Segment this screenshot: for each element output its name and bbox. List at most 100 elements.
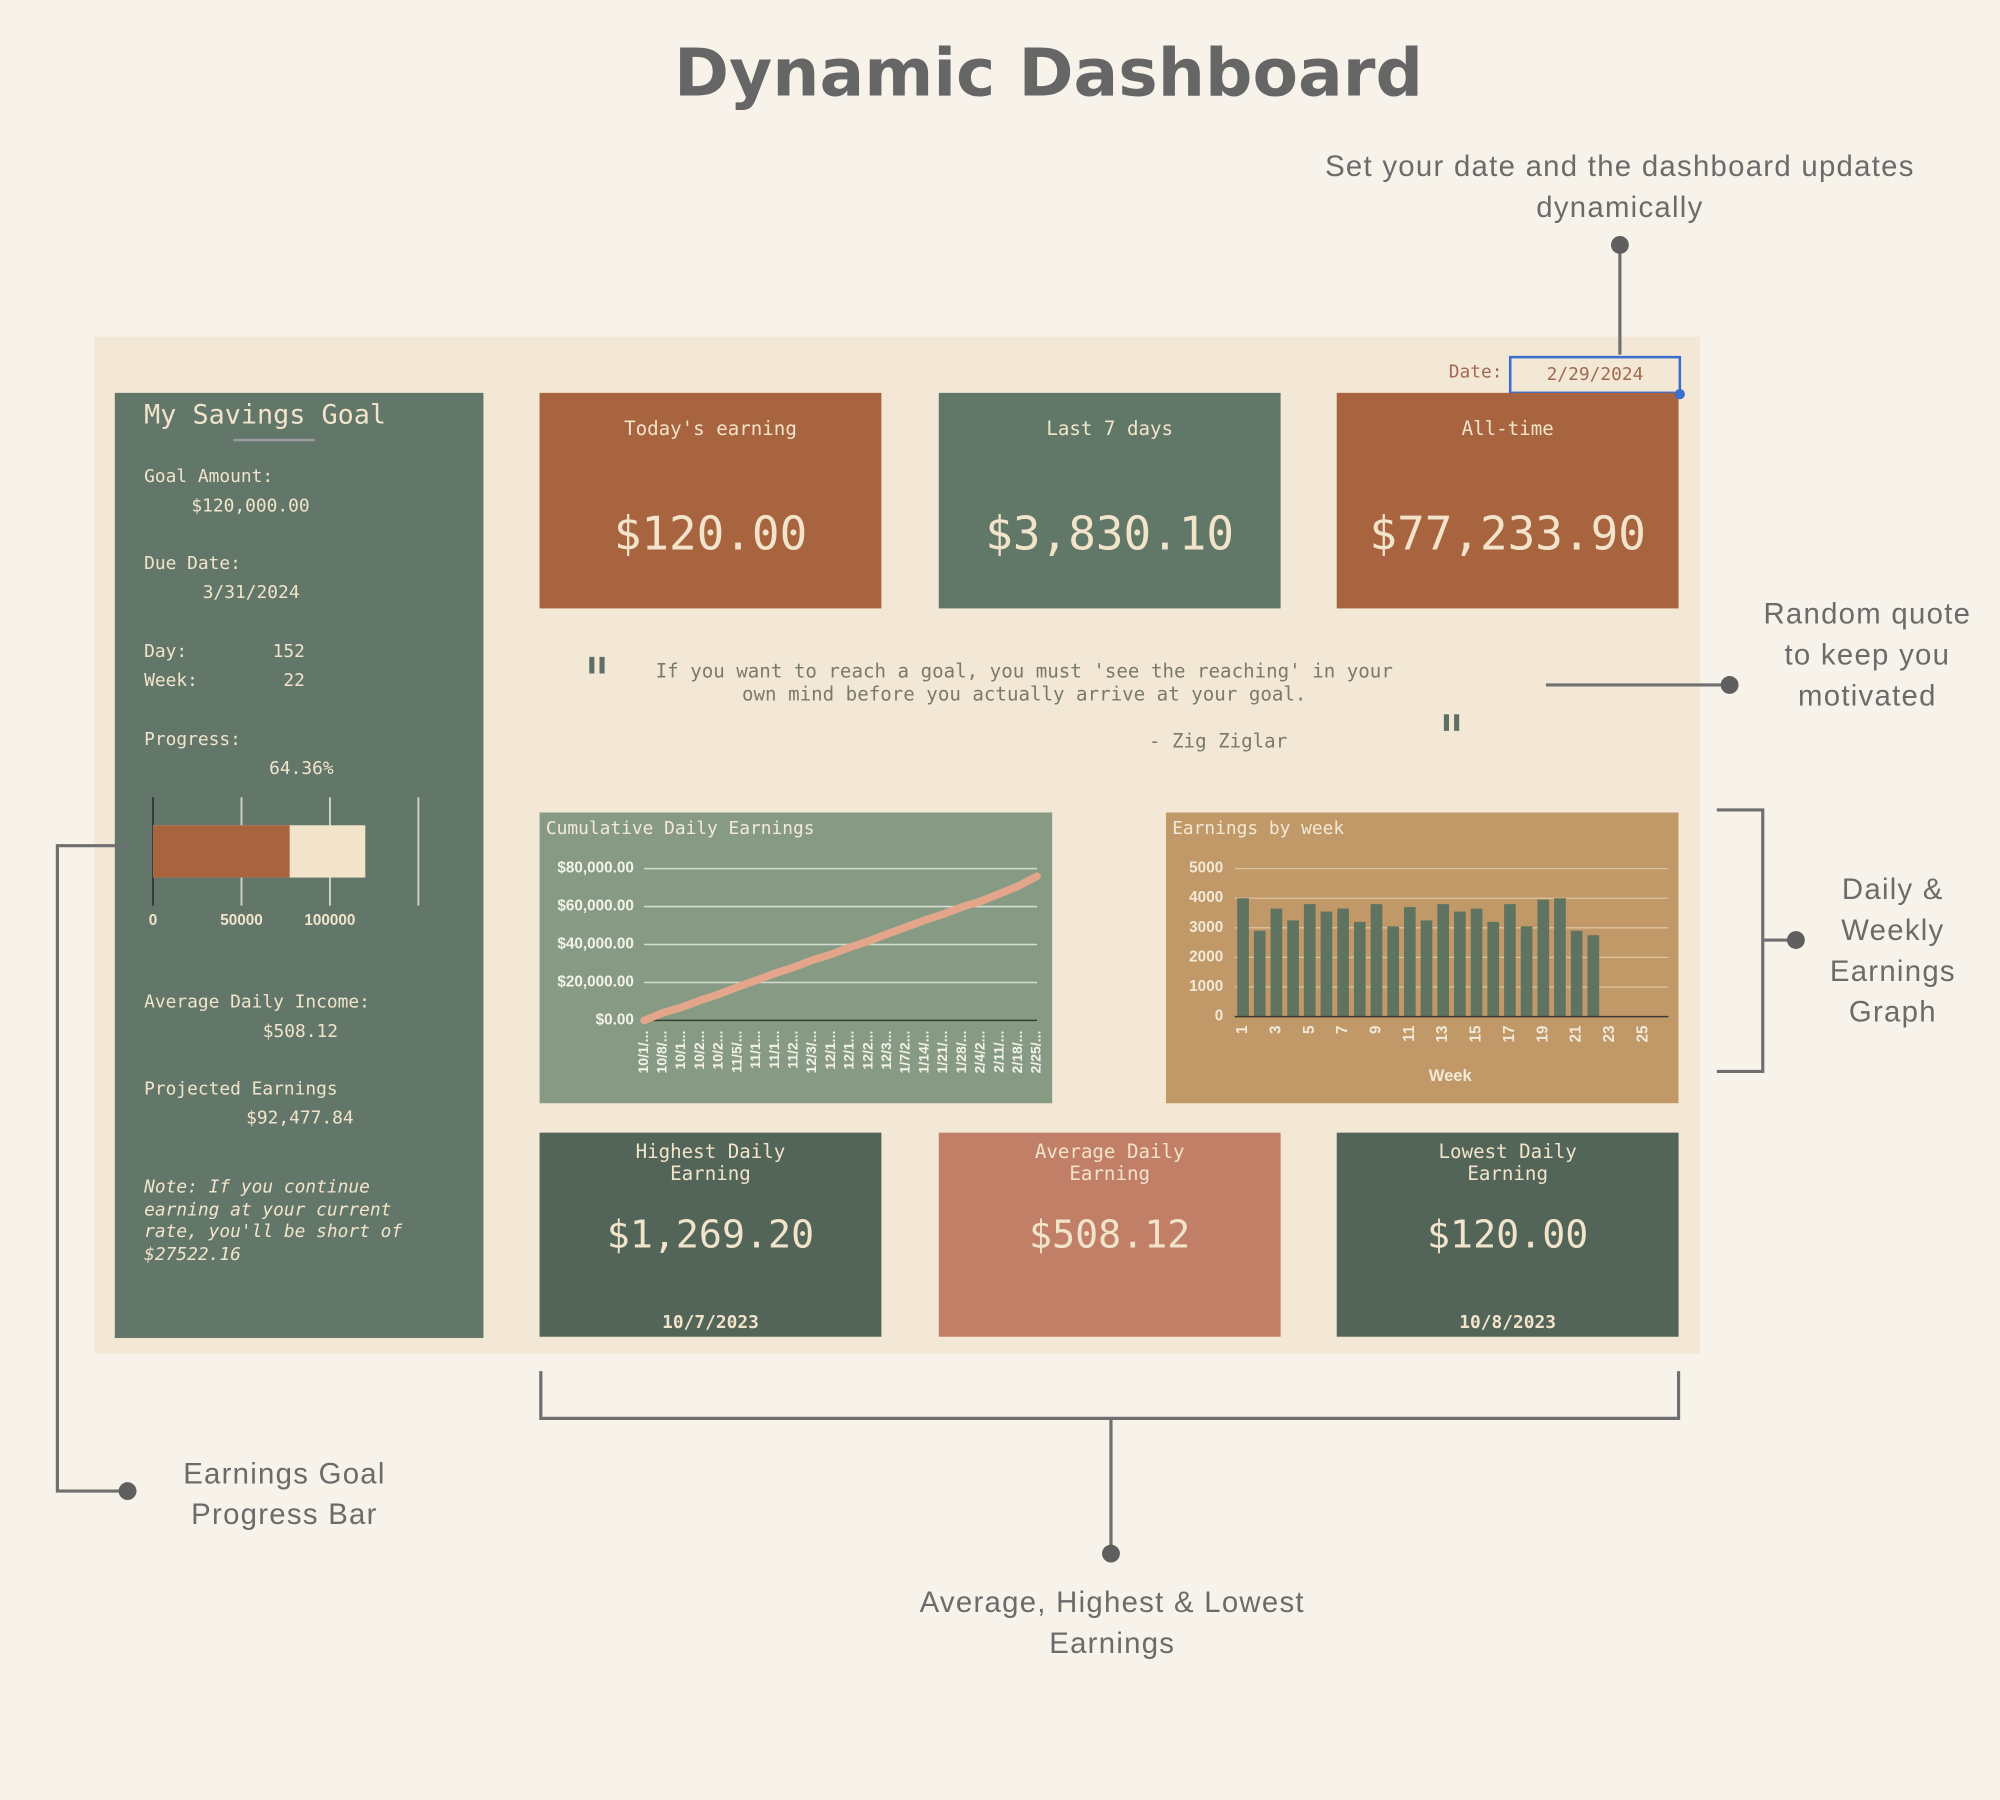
- card-label: Today's earning: [624, 417, 797, 441]
- bar: [1470, 908, 1483, 1017]
- avg-value: $508.12: [262, 1021, 339, 1043]
- sidebar-title: My Savings Goal: [144, 399, 387, 430]
- card: Today's earning $120.00: [539, 392, 882, 609]
- stat-value: $508.12: [1029, 1213, 1191, 1258]
- callout-bracket: [1716, 808, 1765, 1074]
- line: [640, 872, 1041, 1025]
- card-label: Last 7 days: [1046, 417, 1174, 441]
- callout-dot: [1610, 235, 1629, 254]
- day-label: Day:: [144, 641, 188, 662]
- callout-dot: [1102, 1544, 1120, 1563]
- x-tick-label: 1/28/...: [953, 1031, 969, 1074]
- y-tick-label: 3000: [1189, 919, 1223, 936]
- chart-bg: [539, 812, 1053, 1104]
- bar: [1554, 898, 1566, 1017]
- callout-dot: [118, 1482, 137, 1500]
- progress-chart: 0 50000 100000: [149, 797, 420, 929]
- progress-note: Earnings Goal Progress Bar: [183, 1456, 386, 1531]
- quote-mark: [589, 656, 595, 674]
- bar: [1303, 904, 1316, 1017]
- stat-label: Average Daily Earning: [1034, 1140, 1185, 1185]
- bar: [1320, 911, 1333, 1017]
- graph-note: Daily & Weekly Earnings Graph: [1829, 872, 1956, 1029]
- quote-note: Random quote to keep you motivated: [1763, 596, 1972, 712]
- x-tick-label: 9: [1368, 1026, 1385, 1035]
- bar: [1537, 899, 1550, 1017]
- bar: [1454, 911, 1466, 1017]
- y-tick-label: $40,000.00: [557, 936, 634, 953]
- stat-label: Highest Daily Earning: [635, 1140, 786, 1185]
- bar: [1570, 930, 1583, 1017]
- y-tick-label: $0.00: [596, 1011, 634, 1028]
- x-tick-label: 10/1/...: [635, 1031, 651, 1074]
- y-tick-label: $60,000.00: [557, 898, 634, 915]
- card-label: All-time: [1461, 417, 1554, 441]
- x-tick-label: 11/5/...: [728, 1031, 744, 1073]
- goal-label: Goal Amount:: [144, 466, 274, 488]
- y-tick-label: 1000: [1189, 978, 1223, 995]
- stat-date: 10/8/2023: [1459, 1312, 1557, 1333]
- stat-card: Lowest Daily Earning $120.00 10/8/2023: [1336, 1132, 1679, 1337]
- stat-value: $120.00: [1427, 1213, 1589, 1258]
- sidebar-note: Note: If you continue earning at your cu…: [144, 1177, 403, 1265]
- x-tick-label: 2/18/...: [1009, 1031, 1025, 1074]
- x-tick-label: 2/4/2...: [972, 1031, 988, 1074]
- x-axis-label: Week: [1429, 1066, 1473, 1085]
- date-input[interactable]: 2/29/2024: [1508, 355, 1682, 395]
- x-tick-label: 11/2...: [784, 1031, 800, 1069]
- bar: [1370, 904, 1383, 1017]
- x-tick-label: 2/25/...: [1028, 1031, 1044, 1074]
- bar: [1587, 935, 1600, 1017]
- bar: [1487, 921, 1500, 1017]
- chart-title: Earnings by week: [1172, 818, 1344, 839]
- stat-value: $1,269.20: [606, 1213, 815, 1258]
- x-tick-label: 7: [1334, 1026, 1351, 1035]
- x-tick-label: 23: [1601, 1026, 1618, 1043]
- callout-dot: [1720, 676, 1739, 694]
- avg-label: Average Daily Income:: [144, 992, 370, 1013]
- x-tick-label: 5: [1301, 1025, 1318, 1034]
- proj-label: Projected Earnings: [144, 1079, 338, 1100]
- bar: [1420, 920, 1433, 1017]
- bar: [1270, 908, 1283, 1017]
- title-underline: [233, 438, 316, 442]
- card-value: $3,830.10: [985, 508, 1235, 562]
- y-tick-label: $80,000.00: [557, 860, 634, 877]
- quote-mark: [599, 656, 605, 674]
- stat-date: 10/7/2023: [662, 1312, 759, 1333]
- x-tick-label: 12/3/...: [803, 1031, 819, 1074]
- x-tick-label: 17: [1501, 1026, 1518, 1043]
- bar: [1403, 907, 1416, 1017]
- x-tick-label: 11: [1401, 1025, 1418, 1042]
- card: Last 7 days $3,830.10: [938, 392, 1281, 609]
- bar: [1253, 930, 1266, 1017]
- date-note: Set your date and the dashboard updates …: [1325, 149, 1915, 224]
- quote-text: If you want to reach a goal, you must 's…: [655, 659, 1393, 706]
- x-tick-label: 12/1...: [822, 1031, 838, 1070]
- bar: [1353, 921, 1366, 1017]
- bar: [1237, 898, 1249, 1017]
- quote-mark: [1454, 714, 1460, 731]
- bar: [1520, 926, 1533, 1017]
- x-tick-label: 25: [1634, 1025, 1651, 1043]
- x-tick-label: 0: [149, 912, 158, 929]
- quote-author: - Zig Ziglar: [1148, 729, 1288, 753]
- chart-title: Cumulative Daily Earnings: [546, 818, 815, 839]
- card-value: $120.00: [613, 508, 808, 562]
- x-tick-label: 1/21/...: [934, 1031, 950, 1074]
- week-value: 22: [283, 670, 305, 692]
- x-tick-label: 12/2...: [859, 1031, 875, 1070]
- week-label: Week:: [144, 670, 198, 692]
- x-tick-label: 10/8/...: [654, 1031, 670, 1074]
- x-tick-label: 10/2...: [691, 1031, 707, 1070]
- x-tick-label: 11/1...: [766, 1031, 782, 1069]
- bar: [1287, 920, 1299, 1017]
- quote-mark: [1443, 714, 1449, 731]
- x-tick-label: 3: [1267, 1026, 1284, 1035]
- card: All-time $77,233.90: [1336, 392, 1679, 609]
- x-tick-label: 1/14/...: [915, 1031, 931, 1074]
- stat-card: Average Daily Earning $508.12: [938, 1132, 1281, 1337]
- bar: [153, 825, 290, 878]
